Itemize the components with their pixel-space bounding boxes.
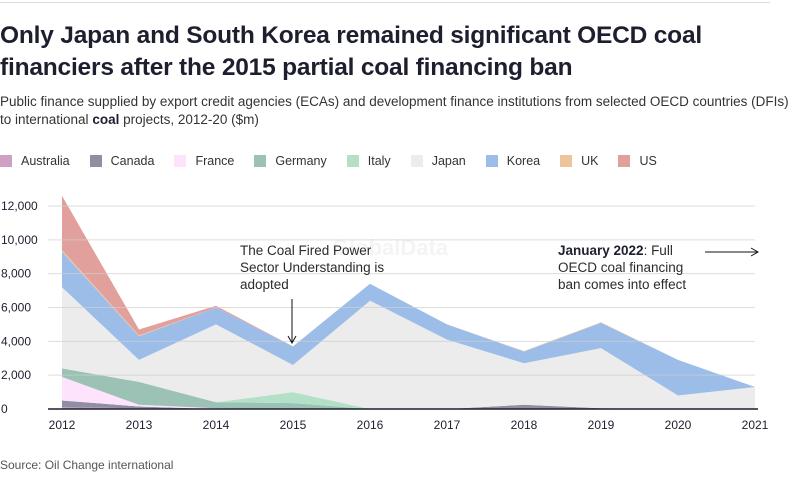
subtitle-text-1: Public finance supplied by export credit… <box>0 94 789 127</box>
y-tick-label: 8,000 <box>1 267 31 281</box>
x-tick-label: 2021 <box>742 418 769 432</box>
subtitle-text-2: projects, 2012-20 ($m) <box>119 112 259 127</box>
annotation-ban-bold: January 2022 <box>558 243 644 258</box>
x-tick-label: 2014 <box>203 418 230 432</box>
y-tick-label: 12,000 <box>1 199 38 213</box>
x-tick-label: 2020 <box>665 418 692 432</box>
x-tick-label: 2018 <box>511 418 538 432</box>
x-tick-label: 2015 <box>280 418 307 432</box>
stacked-area-chart: GlobalData 0 2,000 4,000 6,000 8,000 10,000 12,… <box>1 195 769 432</box>
legend-item-italy: Italy <box>346 154 391 168</box>
watermark: GlobalData <box>332 235 449 260</box>
legend-item-germany: Germany <box>254 154 327 168</box>
chart-subtitle: Public finance supplied by export credit… <box>0 93 790 129</box>
x-tick-label: 2013 <box>126 418 153 432</box>
legend-swatch <box>174 155 187 167</box>
legend-item-us: US <box>618 154 657 168</box>
legend-item-uk: UK <box>560 154 598 168</box>
legend-item-korea: Korea <box>485 154 541 168</box>
annotation-ban-line: OECD coal financing <box>558 260 683 275</box>
x-tick-label: 2017 <box>434 418 461 432</box>
legend-item-france: France <box>174 154 234 168</box>
y-tick-label: 10,000 <box>1 233 38 247</box>
y-tick-label: 0 <box>1 402 8 416</box>
annotation-right-arrow-head <box>750 247 760 257</box>
legend-label: Italy <box>367 154 391 168</box>
annotation-cfpsu-line: adopted <box>240 277 289 292</box>
y-tick-label: 2,000 <box>1 368 31 382</box>
annotation-arrow-head <box>287 335 297 345</box>
subtitle-bold: coal <box>92 112 120 127</box>
legend: Australia Canada France Germany Italy Japan Ko… <box>0 154 677 168</box>
top-divider <box>0 2 770 3</box>
annotation-ban-rest: : Full <box>644 243 673 258</box>
area-korea <box>62 251 755 396</box>
annotation-cfpsu-line: The Coal Fired Power <box>240 243 372 258</box>
legend-label: Canada <box>110 154 155 168</box>
legend-item-canada: Canada <box>89 154 155 168</box>
x-tick-label: 2012 <box>49 418 76 432</box>
y-tick-label: 6,000 <box>1 301 31 315</box>
legend-swatch <box>618 155 631 167</box>
legend-swatch <box>560 155 573 167</box>
area-japan <box>62 287 755 409</box>
y-tick-label: 4,000 <box>1 334 31 348</box>
legend-swatch <box>254 155 267 167</box>
legend-swatch <box>410 155 423 167</box>
x-tick-label: 2016 <box>357 418 384 432</box>
legend-label: Germany <box>275 154 327 168</box>
legend-label: Japan <box>431 154 466 168</box>
legend-label: US <box>639 154 657 168</box>
legend-label: France <box>195 154 235 168</box>
area-france <box>62 376 755 409</box>
legend-swatch <box>485 155 498 167</box>
legend-swatch <box>89 155 102 167</box>
legend-item-australia: Australia <box>0 154 70 168</box>
annotation-ban-line: ban comes into effect <box>558 277 686 292</box>
legend-label: UK <box>581 154 599 168</box>
annotation-cfpsu-line: Sector Understanding is <box>240 260 384 275</box>
legend-swatch <box>346 155 359 167</box>
annotation-ban-line: January 2022: Full <box>558 243 673 258</box>
legend-label: Australia <box>21 154 70 168</box>
legend-item-japan: Japan <box>410 154 466 168</box>
source-note: Source: Oil Change international <box>0 458 174 472</box>
legend-swatch <box>0 155 12 167</box>
x-tick-label: 2019 <box>588 418 615 432</box>
legend-label: Korea <box>506 154 541 168</box>
chart-title: Only Japan and South Korea remained sign… <box>0 22 702 81</box>
